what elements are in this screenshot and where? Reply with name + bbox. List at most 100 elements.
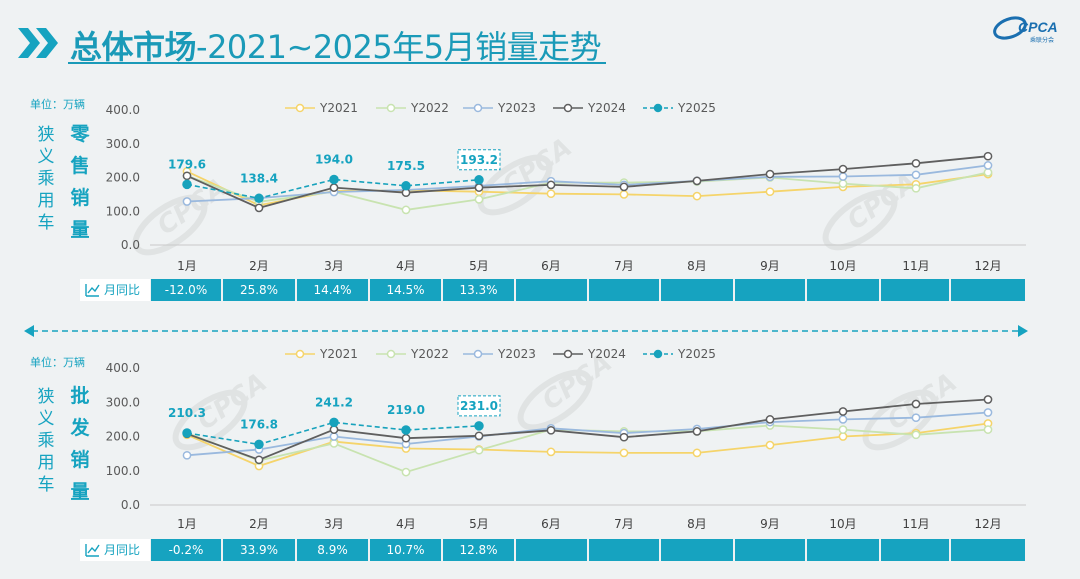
chart1-point-Y2021 bbox=[546, 189, 556, 199]
chart1-y-tick-label: 400.0 bbox=[106, 103, 140, 117]
chart1-data-label: 138.4 bbox=[240, 171, 278, 185]
chart1-series-line-Y2025 bbox=[186, 178, 480, 200]
watermark-ellipse bbox=[822, 189, 898, 251]
chart2-data-label: 219.0 bbox=[387, 403, 425, 417]
chart2-point-Y2023 bbox=[182, 450, 192, 460]
trend-chart-icon-path bbox=[85, 544, 100, 557]
chart2-category-label: 3月 bbox=[324, 517, 344, 531]
chart2-point-Y2021 bbox=[692, 448, 702, 458]
chart1-side-label-right-char: 量 bbox=[70, 219, 89, 241]
chart1-point-Y2025 bbox=[401, 181, 411, 191]
chart1-data-label: 194.0 bbox=[315, 153, 353, 167]
chart2-y-tick-label: 100.0 bbox=[106, 464, 140, 478]
chart2-category-label: 7月 bbox=[614, 517, 634, 531]
chart2-side-label-right-char: 销 bbox=[70, 448, 89, 471]
page-title-rest: -2021~2025年5月销量走势 bbox=[196, 28, 602, 66]
chart1-legend-marker-Y2021 bbox=[295, 103, 305, 113]
chart1-point-Y2024 bbox=[911, 158, 921, 168]
chart2-yoy-cell bbox=[661, 539, 733, 561]
chart1-legend-marker-Y2022 bbox=[386, 103, 396, 113]
arrow-left-icon bbox=[24, 325, 34, 337]
chart1-point-Y2024 bbox=[619, 182, 629, 192]
chart1-category-label: 2月 bbox=[249, 259, 269, 273]
watermark-cpca: CPCA bbox=[822, 167, 923, 251]
chart1-yoy-label: 月同比 bbox=[104, 283, 140, 297]
chart2-legend-marker-Y2023 bbox=[473, 349, 483, 359]
trend-chart-icon-path bbox=[85, 284, 100, 297]
chart2-point-Y2024 bbox=[401, 433, 411, 443]
chart1-side-label-right-char: 零 bbox=[69, 123, 90, 145]
chart2-yoy-cell bbox=[370, 539, 441, 561]
chart1-yoy-cell bbox=[881, 279, 949, 301]
chart2-point-Y2024 bbox=[983, 395, 993, 404]
chart1-yoy-value: 14.5% bbox=[386, 283, 424, 297]
chart1-point-Y2024 bbox=[329, 183, 339, 192]
chart2-category-label: 8月 bbox=[687, 517, 707, 531]
title-underline bbox=[68, 62, 606, 64]
chart2-yoy-cell bbox=[951, 539, 1025, 561]
chart2-yoy-value: 12.8% bbox=[459, 543, 497, 557]
chart2-yoy-value: -0.2% bbox=[169, 543, 204, 557]
chart2-point-Y2025 bbox=[329, 417, 339, 428]
chart1-point-Y2024 bbox=[546, 180, 556, 190]
chart1-point-Y2021 bbox=[765, 187, 775, 197]
chart1-point-Y2024 bbox=[838, 164, 848, 174]
chart2-category-label: 6月 bbox=[541, 517, 561, 531]
chart1-highlight-label-box bbox=[457, 149, 501, 171]
chart1-point-Y2024 bbox=[765, 169, 775, 179]
chart2-side-label-left-char: 义 bbox=[38, 409, 55, 429]
chart2-side-label-right-char: 发 bbox=[69, 416, 90, 439]
chart1-point-Y2025 bbox=[474, 175, 484, 185]
chart1-legend-label-Y2024: Y2024 bbox=[587, 101, 626, 115]
chart1-data-label: 193.2 bbox=[460, 153, 498, 167]
chart2-legend-marker-Y2022 bbox=[386, 349, 396, 359]
trend-chart-icon bbox=[85, 284, 100, 297]
chart2-point-Y2024 bbox=[254, 455, 264, 465]
chart2-point-Y2022 bbox=[911, 430, 921, 440]
chart1-point-Y2022 bbox=[401, 205, 411, 215]
chart2-point-Y2024 bbox=[838, 407, 848, 416]
chart2-point-Y2022 bbox=[838, 425, 848, 434]
chart1-y-tick-label: 100.0 bbox=[106, 204, 140, 218]
chart2-point-Y2024 bbox=[546, 425, 556, 435]
watermark-ellipse bbox=[517, 369, 593, 431]
chart1-point-Y2023 bbox=[838, 172, 848, 181]
chart2-yoy-cell bbox=[297, 539, 368, 561]
chart2-yoy-cell bbox=[516, 539, 587, 561]
chart1-unit-label: 单位：万辆 bbox=[30, 97, 85, 111]
chart1-legend-marker-Y2023 bbox=[473, 103, 483, 113]
chart1-legend-label-Y2021: Y2021 bbox=[319, 101, 358, 115]
chart2-legend-label-Y2022: Y2022 bbox=[410, 347, 449, 361]
chart2-data-label: 176.8 bbox=[240, 417, 278, 431]
chart2-legend-marker-Y2025 bbox=[653, 349, 663, 359]
chart2-yoy-cell bbox=[589, 539, 659, 561]
chart1-yoy-value: 25.8% bbox=[240, 283, 278, 297]
chart2-point-Y2025 bbox=[401, 425, 411, 435]
chart1-point-Y2024 bbox=[182, 171, 192, 181]
chart2-yoy-cell bbox=[223, 539, 295, 561]
chart2-point-Y2024 bbox=[765, 415, 775, 424]
chart2-point-Y2022 bbox=[329, 439, 339, 448]
chart1-side-label-left-char: 用 bbox=[38, 191, 55, 211]
chart2-point-Y2025 bbox=[474, 421, 484, 431]
chart2-yoy-cell bbox=[443, 539, 514, 561]
chart1-point-Y2024 bbox=[254, 203, 264, 213]
chart1-series-line-Y2023 bbox=[186, 164, 989, 203]
chart1-category-label: 12月 bbox=[974, 259, 1001, 273]
chart1-legend-label-Y2023: Y2023 bbox=[497, 101, 536, 115]
watermark-ellipse bbox=[477, 154, 553, 216]
chart1-yoy-value: 14.4% bbox=[313, 283, 351, 297]
chart2-highlight-label-box bbox=[457, 395, 501, 417]
chart2-y-tick-label: 200.0 bbox=[106, 430, 140, 444]
chart2-side-label-left-char: 乘 bbox=[38, 431, 55, 451]
chart1-side-label-right-char: 销 bbox=[70, 186, 89, 209]
chart2-point-Y2021 bbox=[765, 440, 775, 450]
chart1-yoy-value: 13.3% bbox=[459, 283, 497, 297]
chart2-legend-marker-Y2021 bbox=[295, 349, 305, 359]
watermark-cpca: CPCA bbox=[477, 132, 578, 216]
chart1-category-label: 7月 bbox=[614, 259, 634, 273]
chart1-point-Y2025 bbox=[182, 179, 192, 190]
chart1-point-Y2025 bbox=[254, 193, 264, 204]
svg-text:CPCA: CPCA bbox=[1018, 19, 1058, 35]
chart2-legend-label-Y2024: Y2024 bbox=[587, 347, 626, 361]
